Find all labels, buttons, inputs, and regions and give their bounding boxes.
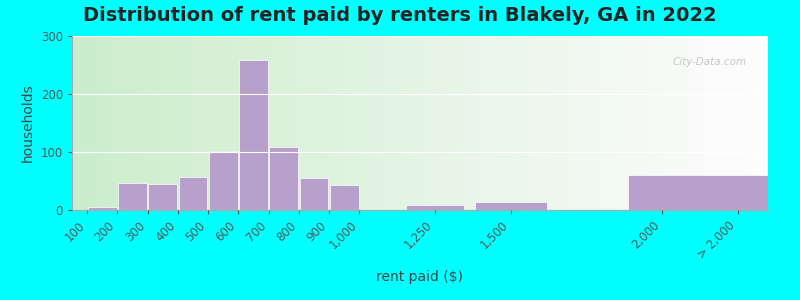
Text: Distribution of rent paid by renters in Blakely, GA in 2022: Distribution of rent paid by renters in … [83,6,717,25]
Bar [475,202,546,210]
Text: City-Data.com: City-Data.com [673,57,747,67]
Bar [178,177,207,210]
Bar [406,205,464,210]
Y-axis label: households: households [21,84,35,162]
Bar [209,151,238,210]
Bar [300,178,329,210]
Bar [118,183,147,210]
Bar [270,147,298,210]
X-axis label: rent paid ($): rent paid ($) [377,270,463,284]
Bar [330,185,358,210]
Bar [149,184,177,210]
Bar [628,175,772,210]
Bar [239,60,268,210]
Bar [88,207,117,210]
